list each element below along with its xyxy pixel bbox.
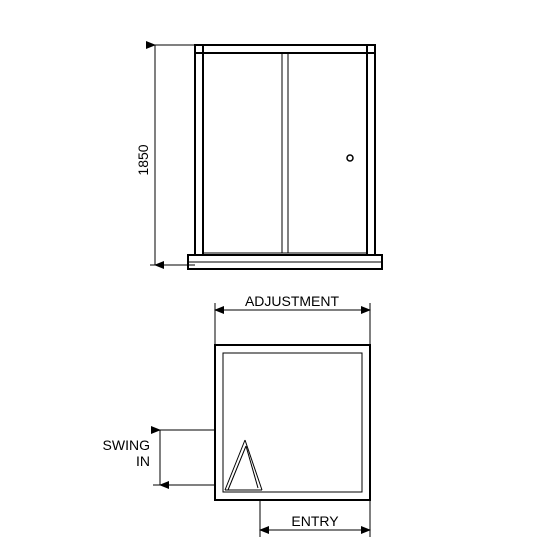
bifold-swing-icon — [225, 440, 262, 490]
plan-view: ADJUSTMENT SWING IN ENTRY — [103, 293, 370, 537]
entry-dimension: ENTRY — [260, 500, 370, 537]
height-dimension: 1850 — [135, 45, 195, 265]
elevation-view: 1850 — [135, 45, 382, 269]
adjustment-dimension: ADJUSTMENT — [215, 293, 370, 345]
height-label: 1850 — [135, 144, 151, 175]
adjustment-label: ADJUSTMENT — [245, 293, 340, 309]
door-handle — [347, 155, 353, 161]
swing-label-2: IN — [136, 453, 150, 469]
plan-tray — [215, 345, 370, 500]
swing-dimension: SWING IN — [103, 430, 215, 485]
door-frame — [188, 45, 382, 269]
entry-label: ENTRY — [291, 513, 339, 529]
swing-label-1: SWING — [103, 437, 150, 453]
technical-drawing: 1850 ADJUSTMENT — [0, 0, 550, 550]
